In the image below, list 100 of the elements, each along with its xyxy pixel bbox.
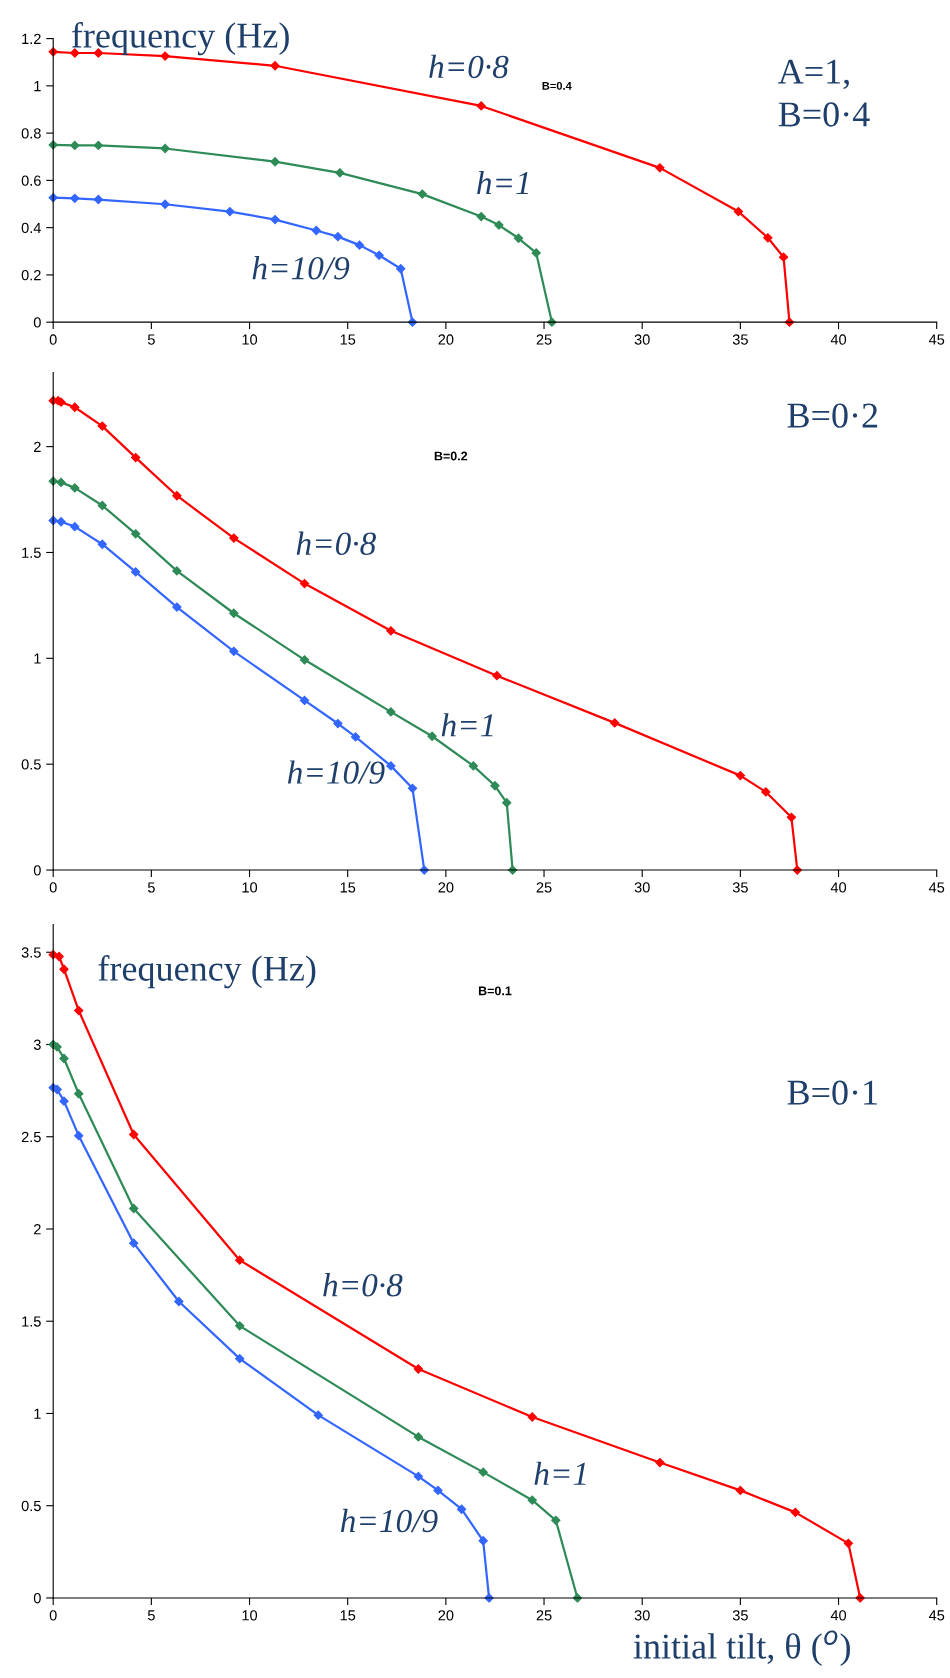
x-tick-label: 45 <box>928 334 945 345</box>
y-axis-title: frequency (Hz) <box>98 955 316 989</box>
point <box>478 1536 488 1546</box>
point <box>413 1471 424 1481</box>
y-tick-label: 1.5 <box>22 547 41 558</box>
y-tick-label: 0 <box>33 1593 41 1604</box>
point <box>129 1203 139 1214</box>
x-tick-label: 30 <box>634 334 650 345</box>
y-tick-label: 2 <box>34 441 41 452</box>
point <box>74 1089 84 1099</box>
x-tick-label: 20 <box>438 334 454 345</box>
x-tick-label: 35 <box>732 882 748 893</box>
point <box>513 233 524 243</box>
y-tick-label: 2.5 <box>21 1131 41 1143</box>
y-tick-label: 2 <box>34 1224 41 1235</box>
y-tick-label: 0 <box>33 865 41 876</box>
y-tick-label: 3.5 <box>21 947 41 958</box>
point <box>502 798 512 808</box>
point <box>59 1096 69 1106</box>
x-tick-label: 10 <box>242 882 258 893</box>
point <box>97 421 107 431</box>
point <box>229 646 239 656</box>
point <box>174 1296 184 1307</box>
point <box>59 1053 69 1064</box>
y-tick-label: 3 <box>33 1039 41 1050</box>
point <box>413 1432 424 1442</box>
point <box>335 168 345 178</box>
point <box>131 529 141 539</box>
point <box>396 264 406 274</box>
series-label: h=10/9 <box>340 1508 438 1533</box>
point <box>229 608 239 618</box>
y-tick-label: 0.6 <box>21 175 41 186</box>
x-tick-label: 5 <box>147 882 155 893</box>
point <box>735 1485 745 1496</box>
point <box>476 211 486 222</box>
point <box>733 206 744 217</box>
point <box>354 240 365 250</box>
point <box>54 951 64 962</box>
point <box>527 1495 537 1505</box>
annotation: B=0·1 <box>787 1080 877 1105</box>
point <box>270 157 280 167</box>
series-label: h=1 <box>534 1461 586 1485</box>
point <box>172 602 182 612</box>
point <box>311 225 321 236</box>
point <box>456 1504 467 1514</box>
series-label: h=10/9 <box>252 256 350 280</box>
point <box>74 1131 84 1141</box>
point <box>59 964 69 974</box>
x-tick-label: 25 <box>536 334 552 345</box>
point <box>374 250 384 260</box>
point <box>70 522 80 532</box>
point <box>70 402 80 412</box>
point <box>131 567 141 577</box>
point <box>610 718 620 728</box>
point <box>386 707 396 717</box>
y-tick-label: 1 <box>34 1408 41 1419</box>
y-tick-label: 1.2 <box>22 33 41 44</box>
point <box>551 1515 561 1525</box>
point <box>172 566 182 576</box>
x-tick-label: 20 <box>438 1610 454 1621</box>
x-tick-label: 35 <box>732 334 748 345</box>
point <box>386 626 396 636</box>
y-tick-label: 0.8 <box>21 128 41 139</box>
point <box>56 517 66 527</box>
x-tick-label: 15 <box>340 1610 356 1621</box>
x-tick-label: 25 <box>536 882 552 893</box>
point <box>735 770 745 781</box>
x-tick-label: 5 <box>147 334 155 345</box>
point <box>417 189 427 199</box>
point <box>778 252 789 262</box>
point <box>527 1412 537 1422</box>
point <box>655 1457 665 1468</box>
point <box>433 1485 443 1496</box>
series-label: h=0·8 <box>296 531 376 555</box>
x-axis-title: initial tilt, θ ($^{o}$) <box>633 1630 850 1667</box>
series-label: h=10/9 <box>287 760 385 784</box>
point <box>270 214 280 225</box>
point <box>160 199 170 209</box>
y-tick-label: 0.4 <box>21 222 41 234</box>
x-tick-label: 30 <box>634 882 650 893</box>
point <box>478 1467 488 1477</box>
y-tick-label: 0.5 <box>21 1500 41 1512</box>
annotation: A=1, B=0·4 <box>778 59 870 127</box>
point <box>333 718 343 729</box>
x-tick-label: 45 <box>928 1610 945 1621</box>
point <box>70 483 80 493</box>
x-tick-label: 0 <box>49 1610 57 1621</box>
point <box>843 1538 853 1548</box>
point <box>129 1129 139 1140</box>
point <box>56 477 66 488</box>
point <box>97 539 107 549</box>
point <box>655 163 665 173</box>
point <box>468 761 478 771</box>
point <box>70 193 80 203</box>
x-tick-label: 45 <box>928 882 945 893</box>
point <box>476 101 486 111</box>
annotation: B=0·2 <box>787 403 878 428</box>
point <box>786 812 797 822</box>
x-tick-label: 5 <box>147 1610 155 1621</box>
series-label: h=1 <box>441 713 493 737</box>
